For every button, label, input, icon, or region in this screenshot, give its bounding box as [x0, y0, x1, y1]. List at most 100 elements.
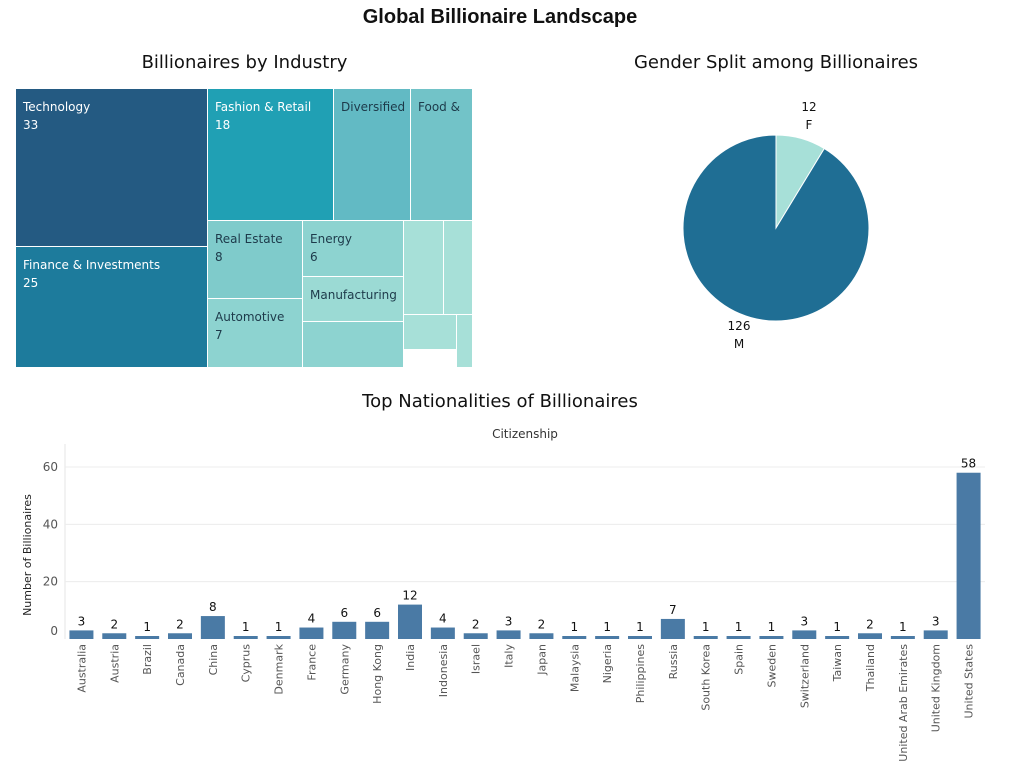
treemap-tile[interactable]: Energy 6	[303, 221, 404, 277]
bar[interactable]	[102, 633, 127, 639]
bar[interactable]	[233, 636, 258, 639]
bar[interactable]	[463, 633, 488, 639]
bar[interactable]	[595, 636, 620, 639]
bar[interactable]	[858, 633, 882, 639]
bar[interactable]	[529, 633, 554, 639]
treemap-tile-value: 7	[215, 328, 223, 342]
column-header: Citizenship	[492, 427, 558, 441]
treemap-title: Billionaires by Industry	[141, 52, 348, 73]
bar[interactable]	[200, 616, 225, 639]
bar[interactable]	[660, 618, 685, 639]
y-tick-label: 20	[43, 575, 58, 589]
x-tick-label: Cyprus	[240, 644, 253, 683]
industry-treemap: Technology 33 Finance & Investments 25 Fashi…	[16, 89, 473, 368]
bar[interactable]	[956, 472, 981, 639]
x-tick-label: Spain	[733, 644, 746, 675]
bar[interactable]	[365, 621, 390, 639]
bar-value-label: 1	[143, 620, 151, 634]
x-tick-label: Thailand	[864, 644, 877, 692]
treemap-tile[interactable]	[444, 221, 473, 315]
bar-value-label: 8	[209, 600, 217, 614]
x-tick-label: India	[404, 644, 417, 671]
pie-title: Gender Split among Billionaires	[633, 52, 919, 73]
bar-value-label: 6	[340, 606, 348, 620]
bar[interactable]	[759, 636, 784, 639]
bar[interactable]	[168, 633, 192, 639]
x-tick-label: South Korea	[700, 644, 713, 711]
bar-value-label: 2	[538, 617, 546, 631]
x-tick-label: United Kingdom	[930, 644, 943, 732]
bar-value-label: 3	[78, 614, 86, 628]
bar[interactable]	[628, 636, 652, 639]
bar[interactable]	[135, 636, 160, 639]
bar[interactable]	[792, 630, 817, 639]
bar[interactable]	[693, 636, 718, 639]
x-tick-label: Taiwan	[831, 644, 844, 682]
treemap-tile[interactable]: Manufacturing	[303, 277, 404, 322]
x-tick-label: Canada	[174, 644, 187, 686]
treemap-tile-label: Food &	[418, 100, 460, 114]
treemap-tile[interactable]	[404, 315, 457, 350]
bar-value-label: 1	[833, 620, 841, 634]
y-tick-label: 40	[43, 517, 58, 531]
bar[interactable]	[562, 636, 587, 639]
bar[interactable]	[496, 630, 521, 639]
bar-value-label: 4	[439, 612, 447, 626]
x-tick-label: Hong Kong	[371, 644, 384, 704]
treemap-tile[interactable]	[404, 221, 444, 315]
bar[interactable]	[890, 636, 915, 639]
x-tick-label: Nigeria	[601, 644, 614, 683]
treemap-tile-value: 8	[215, 250, 223, 264]
x-tick-label: Australia	[75, 644, 88, 693]
bar-value-label: 1	[702, 620, 710, 634]
treemap-tile[interactable]: Finance & Investments 25	[16, 247, 208, 368]
treemap-tile[interactable]: Fashion & Retail 18	[208, 89, 334, 221]
treemap-tile-value: 25	[23, 276, 39, 290]
x-tick-label: Brazil	[141, 644, 154, 675]
treemap-tile-label: Automotive	[215, 310, 285, 324]
treemap-tile-label: Manufacturing	[310, 288, 397, 302]
bar[interactable]	[430, 627, 455, 639]
bar[interactable]	[398, 604, 422, 639]
bar[interactable]	[825, 636, 850, 639]
bar[interactable]	[332, 621, 357, 639]
pie-slice-m[interactable]	[682, 134, 870, 322]
x-tick-label: Indonesia	[437, 644, 450, 697]
treemap-tile[interactable]	[457, 315, 473, 368]
bar-value-label: 3	[505, 614, 513, 628]
x-tick-label: Malaysia	[568, 644, 581, 692]
bar-value-label: 1	[242, 620, 250, 634]
bar-value-label: 12	[402, 589, 417, 603]
treemap-tile[interactable]: Automotive 7	[208, 299, 303, 368]
treemap-tile-label: Energy	[310, 232, 353, 246]
bar[interactable]	[726, 636, 751, 639]
treemap-tile[interactable]: Technology 33	[16, 89, 208, 247]
treemap-tile-label: Real Estate	[215, 232, 283, 246]
bar[interactable]	[266, 636, 291, 639]
bar-value-label: 1	[636, 620, 644, 634]
x-tick-label: United States	[963, 644, 976, 719]
bar-value-label: 1	[570, 620, 578, 634]
bar-value-label: 1	[275, 620, 283, 634]
bar[interactable]	[69, 630, 94, 639]
bar-value-label: 7	[669, 603, 677, 617]
bar-value-label: 1	[768, 620, 776, 634]
x-tick-label: Austria	[108, 644, 121, 683]
pie-category-label: F	[806, 118, 813, 132]
treemap-tile[interactable]: Diversified	[334, 89, 411, 221]
treemap-tile[interactable]: Real Estate 8	[208, 221, 303, 299]
x-tick-label: Russia	[667, 644, 680, 679]
x-tick-label: China	[207, 644, 220, 675]
bar[interactable]	[923, 630, 948, 639]
bar[interactable]	[299, 627, 324, 639]
pie-value-label: 12	[801, 100, 816, 114]
y-tick-label: 0	[50, 624, 58, 638]
x-tick-label: Israel	[470, 644, 483, 674]
x-tick-label: Denmark	[273, 643, 286, 694]
treemap-tile-label: Technology	[23, 100, 91, 114]
treemap-tile[interactable]	[303, 322, 404, 368]
treemap-tile[interactable]: Food &	[411, 89, 473, 221]
bar-value-label: 2	[866, 617, 874, 631]
treemap-tile-label: Fashion & Retail	[215, 100, 312, 114]
bar-value-label: 2	[472, 617, 480, 631]
